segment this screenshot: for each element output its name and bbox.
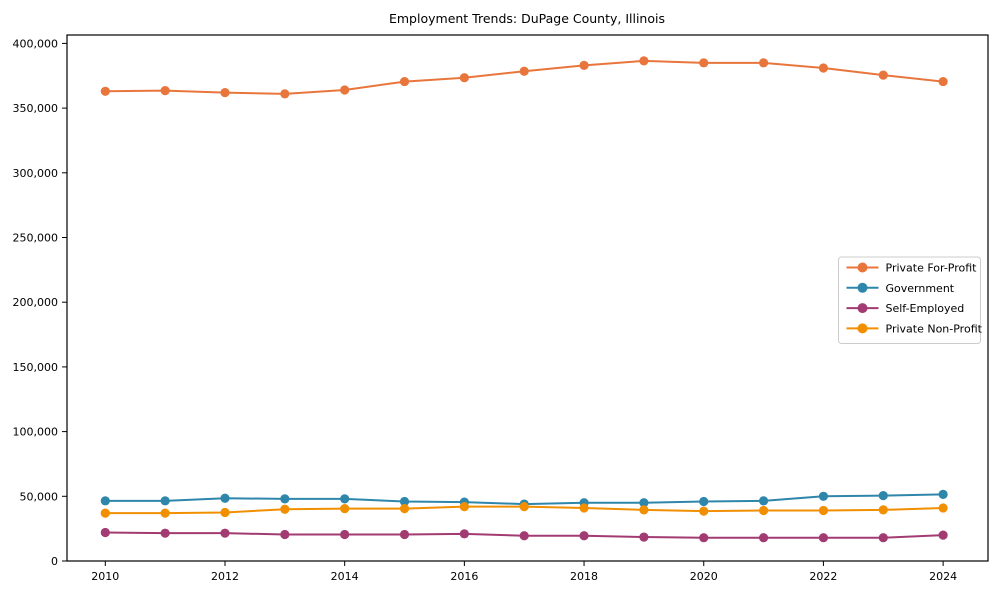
point-self-employed-2023 (878, 533, 888, 543)
plot-border (66, 34, 989, 562)
x-tick-label: 2010 (91, 570, 119, 583)
point-private-for-profit-2024 (938, 76, 948, 87)
y-tick-label: 150,000 (13, 361, 59, 374)
point-government-2022 (818, 491, 829, 501)
point-government-2024 (938, 489, 948, 499)
x-tick-label: 2018 (570, 570, 598, 583)
point-private-non-profit-2011 (160, 508, 170, 518)
point-private-for-profit-2016 (459, 73, 469, 83)
chart-title: Employment Trends: DuPage County, Illino… (389, 11, 665, 26)
y-tick-label: 50,000 (20, 490, 59, 503)
legend-label-government: Government (886, 282, 955, 295)
x-tick-label: 2024 (929, 570, 957, 583)
point-government-2010 (100, 496, 110, 506)
point-government-2021 (758, 496, 769, 506)
point-private-non-profit-2018 (579, 503, 589, 513)
point-private-for-profit-2013 (280, 89, 290, 99)
y-axis: 0 50,000 100,000 150,000 200,000 250,000 300,0… (13, 37, 67, 568)
legend-marker-self-employed (857, 303, 868, 314)
point-self-employed-2011 (160, 528, 170, 538)
point-private-for-profit-2011 (160, 86, 170, 96)
point-self-employed-2021 (758, 533, 769, 543)
point-private-non-profit-2021 (758, 505, 769, 516)
legend-marker-private-non-profit (857, 323, 868, 334)
point-self-employed-2022 (818, 533, 829, 543)
x-tick-label: 2012 (211, 570, 239, 583)
y-tick-label: 200,000 (13, 296, 59, 309)
point-private-for-profit-2021 (758, 58, 769, 68)
point-government-2012 (220, 493, 230, 503)
point-self-employed-2015 (399, 529, 410, 540)
point-government-2015 (399, 496, 410, 507)
legend-box (838, 256, 981, 344)
y-tick-label: 0 (51, 555, 58, 568)
point-private-for-profit-2023 (878, 70, 888, 80)
point-private-non-profit-2017 (519, 502, 529, 512)
x-tick-label: 2014 (331, 570, 359, 583)
plot-border-layer (66, 34, 989, 562)
point-government-2014 (340, 494, 350, 504)
y-tick-label: 100,000 (13, 426, 59, 439)
point-self-employed-2013 (280, 529, 290, 540)
series-layer (100, 56, 948, 543)
point-government-2020 (699, 496, 709, 507)
point-private-non-profit-2013 (280, 504, 290, 514)
point-self-employed-2016 (459, 529, 469, 539)
point-self-employed-2010 (100, 527, 110, 538)
point-private-for-profit-2019 (639, 56, 649, 66)
point-self-employed-2024 (938, 530, 948, 540)
point-private-for-profit-2010 (100, 86, 110, 96)
point-private-non-profit-2020 (699, 506, 709, 516)
point-private-non-profit-2019 (639, 505, 649, 515)
point-private-for-profit-2015 (399, 76, 410, 87)
x-tick-label: 2020 (690, 570, 718, 583)
line-private-for-profit (105, 59, 944, 95)
legend-label-self-employed: Self-Employed (886, 302, 965, 315)
y-tick-label: 350,000 (13, 102, 59, 115)
x-axis: 2010 2012 2014 2016 2018 2020 2022 2024 (91, 561, 957, 583)
point-government-2013 (280, 494, 290, 504)
point-self-employed-2014 (340, 529, 350, 540)
point-private-for-profit-2022 (818, 63, 829, 73)
point-private-non-profit-2023 (878, 505, 888, 515)
point-private-non-profit-2016 (459, 502, 469, 512)
point-self-employed-2018 (579, 531, 589, 541)
x-tick-label: 2022 (809, 570, 837, 583)
y-tick-label: 400,000 (13, 37, 59, 50)
x-tick-label: 2016 (450, 570, 478, 583)
point-private-for-profit-2012 (220, 87, 230, 98)
point-self-employed-2019 (639, 532, 649, 542)
point-private-for-profit-2020 (699, 58, 709, 68)
point-private-for-profit-2017 (519, 66, 529, 76)
point-private-non-profit-2022 (818, 505, 829, 516)
point-private-for-profit-2018 (579, 60, 589, 71)
legend: Private For-Profit Government Self-Employe… (838, 256, 983, 344)
point-self-employed-2017 (519, 531, 529, 541)
legend-label-private-non-profit: Private Non-Profit (886, 322, 983, 335)
point-private-non-profit-2012 (220, 507, 230, 518)
point-private-non-profit-2015 (399, 503, 410, 514)
point-self-employed-2012 (220, 528, 230, 538)
legend-label-private-for-profit: Private For-Profit (886, 262, 978, 275)
y-tick-label: 250,000 (13, 232, 59, 245)
legend-marker-private-for-profit (857, 262, 868, 273)
point-government-2011 (160, 496, 170, 506)
point-private-non-profit-2010 (100, 508, 110, 518)
point-private-for-profit-2014 (340, 85, 350, 95)
legend-marker-government (857, 282, 868, 293)
point-private-non-profit-2014 (340, 503, 350, 514)
point-private-non-profit-2024 (938, 503, 948, 513)
y-tick-label: 300,000 (13, 167, 59, 180)
point-government-2019 (639, 498, 649, 508)
point-self-employed-2020 (699, 533, 709, 543)
point-government-2023 (878, 491, 888, 501)
